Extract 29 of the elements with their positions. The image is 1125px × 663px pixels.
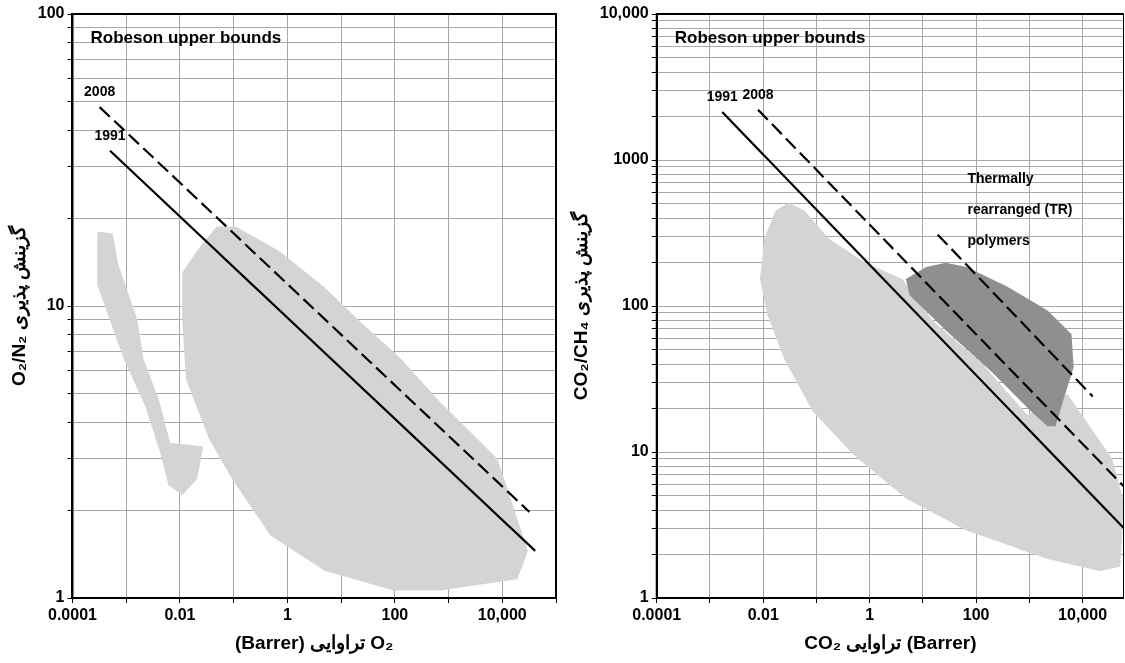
y-tick-label: 100: [622, 296, 649, 314]
x-tick-label: 100: [962, 606, 990, 624]
y-axis-title: O₂/N₂ گزینش پذیری: [6, 224, 30, 387]
y-tick-label: 100: [37, 4, 65, 22]
x-tick-label: 1: [865, 606, 875, 624]
y-tick-label: 10: [630, 442, 649, 460]
y-tick-label: 1: [55, 588, 65, 606]
x-tick-label: 0.01: [747, 606, 779, 624]
y-tick-label: 10: [46, 296, 65, 314]
x-axis-title: CO₂ تراوایی (Barrer): [804, 631, 977, 654]
x-tick-label: 10,000: [1058, 606, 1108, 624]
x-tick-label: 10,000: [477, 606, 527, 624]
y-axis-title: CO₂/CH₄ گزینش پذیری: [568, 210, 592, 401]
x-tick-label: 1: [282, 606, 292, 624]
x-tick-label: 100: [381, 606, 409, 624]
x-axis-title: (Barrer) تراوایی O₂: [235, 631, 394, 654]
series-label: 1991: [706, 87, 739, 104]
annotation: Thermally rearranged (TR) polymers: [967, 169, 1073, 248]
x-tick-label: 0.0001: [48, 606, 98, 624]
series-label: 2008: [742, 85, 774, 102]
annotation: Robeson upper bounds: [674, 28, 866, 48]
series-label: 1991: [94, 126, 126, 143]
x-tick-label: 0.01: [164, 606, 196, 624]
x-tick-label: 0.0001: [632, 606, 682, 624]
y-tick-label: 1000: [613, 150, 649, 168]
y-tick-label: 1: [639, 588, 649, 606]
series-label: 2008: [84, 82, 116, 99]
annotation: Robeson upper bounds: [90, 28, 282, 48]
y-tick-label: 10,000: [599, 4, 649, 22]
